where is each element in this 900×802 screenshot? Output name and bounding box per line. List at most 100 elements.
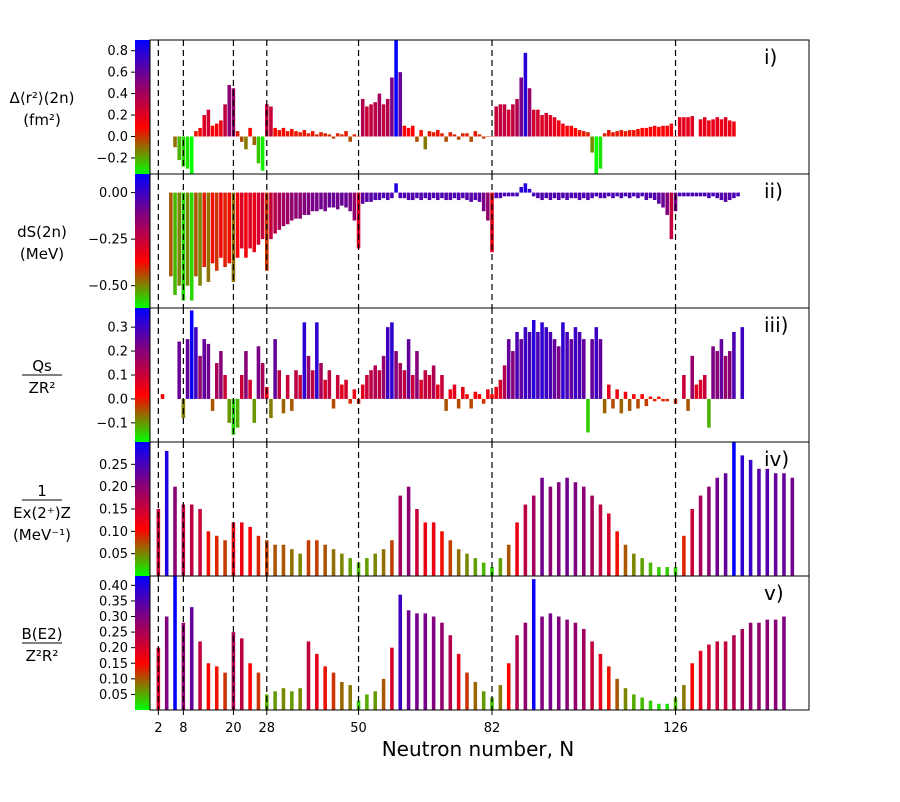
bar (494, 192, 498, 199)
bar (444, 136, 448, 142)
bar (390, 322, 394, 399)
bar (461, 386, 465, 399)
bar (682, 535, 686, 576)
bar (410, 192, 415, 201)
bar (189, 310, 194, 399)
bar (369, 192, 373, 202)
x-tick-label: 8 (179, 721, 187, 736)
bar (469, 398, 473, 409)
bar (456, 136, 461, 140)
bar (252, 192, 257, 253)
bar (561, 192, 565, 199)
bar (315, 322, 319, 399)
y-tick-label: 0.25 (99, 626, 128, 641)
bar (277, 192, 282, 230)
bar (365, 106, 369, 137)
bar (436, 192, 440, 201)
bar (448, 389, 453, 399)
bar (406, 486, 411, 576)
bar (219, 192, 223, 258)
bar (615, 131, 619, 137)
bar (607, 513, 611, 576)
bar (657, 192, 661, 204)
bar (248, 379, 252, 399)
bar (698, 650, 703, 710)
bar (565, 477, 569, 576)
bar (256, 192, 261, 245)
y-axis-label-line: (MeV) (20, 245, 64, 263)
bar (348, 398, 352, 404)
bar (344, 379, 348, 399)
bar (556, 192, 561, 201)
bar (452, 192, 457, 199)
bar (519, 77, 523, 137)
bar (548, 115, 553, 137)
bar (369, 104, 373, 137)
bar (210, 192, 215, 264)
bar (577, 192, 582, 201)
bar (502, 365, 507, 399)
bar (719, 192, 724, 201)
x-tick-label: 2 (154, 721, 162, 736)
bar (315, 192, 319, 212)
bar (669, 192, 674, 240)
bar (206, 343, 211, 399)
y-tick-label: 0.0 (107, 130, 128, 145)
bar (169, 192, 173, 277)
bar (569, 339, 574, 399)
bar (285, 131, 290, 137)
bar (252, 136, 257, 146)
bar (548, 486, 553, 576)
y-axis-label-line: (MeV⁻¹) (13, 526, 71, 544)
bar (757, 468, 761, 576)
bar (290, 691, 294, 710)
bar (686, 117, 690, 137)
bar (636, 192, 640, 199)
bar (381, 549, 386, 576)
bar (707, 486, 711, 576)
y-tick-label: 0.40 (99, 579, 128, 594)
bar (335, 375, 340, 399)
bar (515, 331, 519, 399)
bar (732, 331, 736, 399)
bar (298, 553, 302, 576)
bar (548, 192, 553, 201)
bar (202, 339, 206, 399)
bar (707, 398, 711, 428)
bar (527, 88, 532, 137)
bar (640, 394, 644, 399)
panel-tag: v) (764, 581, 784, 605)
bar (481, 398, 486, 404)
bar (273, 127, 277, 137)
bar (306, 641, 311, 710)
bar (640, 127, 644, 137)
bar (648, 192, 653, 199)
bar (277, 130, 282, 137)
bar (431, 522, 436, 576)
colorbar (135, 174, 150, 308)
bar (402, 370, 407, 399)
bar (490, 136, 494, 137)
bar (306, 540, 311, 576)
bar (223, 540, 227, 576)
bar (406, 192, 411, 201)
colorbar (135, 308, 150, 442)
bar (281, 127, 286, 137)
bar (665, 703, 669, 710)
bar (477, 394, 482, 399)
y-tick-label: 0.10 (99, 672, 128, 687)
bar (423, 613, 428, 710)
bar (323, 192, 327, 212)
bar (506, 339, 511, 399)
bar (398, 495, 403, 576)
bar (227, 85, 232, 137)
bar (657, 396, 661, 399)
bar (665, 398, 669, 402)
bar (565, 192, 569, 201)
bar (511, 104, 515, 137)
bar (586, 132, 590, 137)
bar (340, 192, 344, 206)
bar (419, 379, 423, 399)
colorbar (135, 576, 150, 710)
bar (214, 363, 219, 399)
